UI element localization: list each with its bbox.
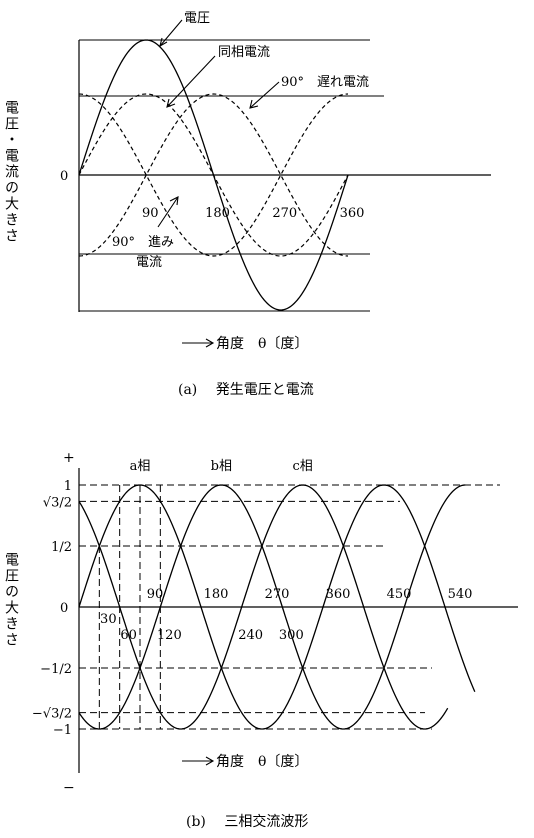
b-x-tick-240: 240 (238, 628, 263, 643)
b-y-tick-labels: 1√3/2 1/2 −1/2 −√3/2−1 (32, 479, 72, 738)
b-phase-label: c相 (293, 459, 313, 474)
b-x-tick-360: 360 (326, 587, 351, 602)
b-plus-label: + (63, 450, 75, 466)
b-x-tick-30: 30 (100, 612, 117, 627)
a-annotation-inphase: 同相電流 (218, 45, 270, 60)
a-arrowhead-lag (249, 99, 259, 109)
a-x-tick-270: 270 (272, 206, 297, 221)
b-xlabel: 角度 θ〔度〕 (216, 754, 308, 770)
panel-b: + − 0 1√3/2 1/2 −1/2 −√3/2−1 90 180 270 360 450… (3, 450, 518, 830)
b-y-tick: −1 (53, 723, 72, 738)
b-y-tick: 1 (64, 479, 72, 494)
b-x-tick-180: 180 (204, 587, 229, 602)
b-x-tick-450: 450 (387, 587, 412, 602)
a-arrow-inphase (166, 55, 216, 108)
a-x-tick-90: 90 (142, 206, 159, 221)
a-arrow-lead (157, 196, 179, 228)
a-annotation-lag: 90° 遅れ電流 (281, 75, 369, 90)
b-series-phase-b (78, 484, 466, 730)
b-phase-label: b相 (211, 459, 232, 474)
b-y-tick: −√3/2 (32, 707, 72, 722)
b-x-tick-540: 540 (448, 587, 473, 602)
b-x-tick-90: 90 (147, 587, 164, 602)
b-zero-label: 0 (60, 601, 68, 616)
a-arrowhead-voltage (159, 37, 168, 48)
a-annotation-lead-1: 90° 進み (112, 235, 174, 250)
a-annotation-voltage: 電圧 (184, 11, 210, 26)
b-x-tick-300: 300 (279, 628, 304, 643)
a-zero-label: 0 (60, 169, 68, 184)
a-xlabel-arrowhead (205, 338, 215, 348)
a-xlabel: 角度 θ〔度〕 (216, 336, 308, 352)
a-arrowhead-inphase (166, 98, 176, 108)
a-series-lagging-current (78, 93, 349, 257)
a-x-tick-360: 360 (340, 206, 365, 221)
b-x-tick-270: 270 (265, 587, 290, 602)
a-series-inphase-current (78, 93, 349, 257)
a-annotation-lead-2: 電流 (136, 255, 162, 270)
a-arrow-lag (249, 81, 280, 109)
b-caption: (b) 三相交流波形 (186, 813, 308, 830)
a-ylabel: 電圧・電流の大きさ (3, 100, 19, 244)
b-series-phase-a (78, 484, 476, 730)
panel-a: 0 90 180 270 360 電圧・電流の大きさ 電圧 同相電流 90° 遅れ電流… (3, 11, 491, 398)
b-y-tick: 1/2 (51, 540, 72, 555)
a-arrow-voltage (159, 19, 183, 47)
a-caption: (a) 発生電圧と電流 (178, 382, 314, 398)
a-arrowhead-lead (169, 196, 179, 206)
a-series-leading-current (78, 93, 349, 257)
b-phase-labels: a相 b相 c相 (130, 459, 313, 474)
b-y-tick: √3/2 (43, 495, 72, 510)
b-ylabel: 電圧の大きさ (3, 552, 19, 648)
b-x-tick-60: 60 (120, 628, 137, 643)
b-minus-label: − (63, 780, 75, 796)
a-x-tick-180: 180 (205, 206, 230, 221)
b-xlabel-arrowhead (205, 756, 215, 766)
a-x-tick-labels: 90 180 270 360 (142, 206, 364, 221)
b-phase-label: a相 (130, 459, 151, 474)
b-x-tick-120: 120 (157, 628, 182, 643)
b-y-tick: −1/2 (40, 662, 72, 677)
b-series-phase-c (78, 484, 449, 730)
